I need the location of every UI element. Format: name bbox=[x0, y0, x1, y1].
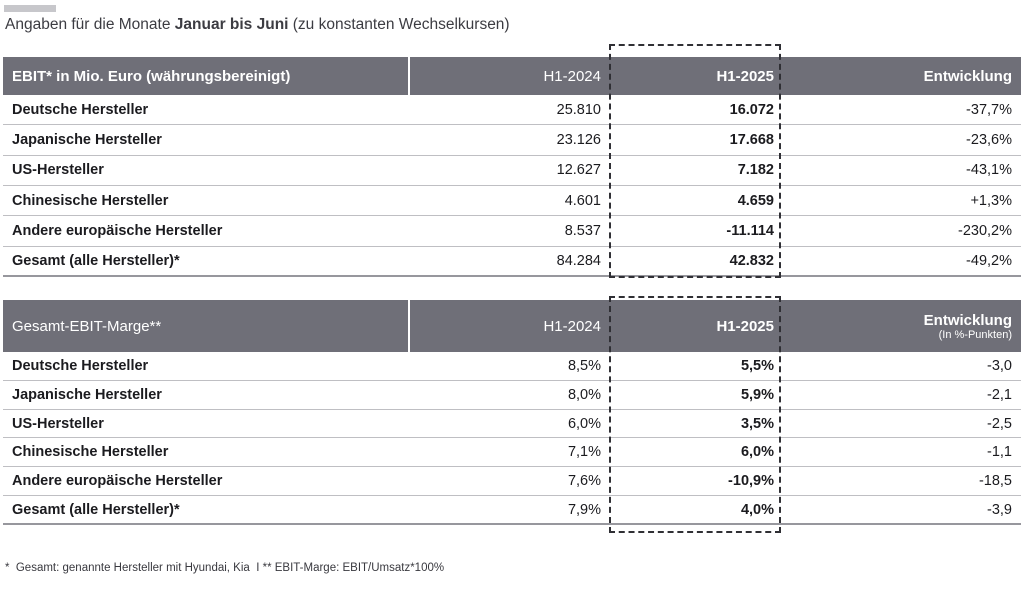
row-label: Deutsche Hersteller bbox=[12, 357, 149, 374]
value-h1-2025: -10,9% bbox=[728, 473, 774, 490]
decorative-bar bbox=[4, 5, 56, 12]
value-h1-2024: 8,0% bbox=[567, 386, 601, 403]
value-h1-2024: 6,0% bbox=[567, 415, 601, 432]
value-h1-2024: 7,6% bbox=[567, 473, 601, 490]
table-row: US-Hersteller 12.627 7.182 -43,1% bbox=[3, 156, 1021, 186]
value-h1-2024: 84.284 bbox=[556, 252, 601, 269]
column-header-h1-2025: H1-2025 bbox=[716, 317, 774, 335]
table-row: US-Hersteller 6,0% 3,5% -2,5 bbox=[3, 410, 1021, 439]
value-h1-2025: 5,5% bbox=[740, 357, 774, 374]
value-h1-2024: 8.537 bbox=[564, 222, 601, 239]
value-h1-2025: 16.072 bbox=[729, 101, 774, 118]
entwicklung-label: Entwicklung bbox=[923, 311, 1012, 329]
value-entwicklung: -37,7% bbox=[966, 101, 1012, 118]
value-entwicklung: -23,6% bbox=[966, 131, 1012, 148]
table-row: Andere europäische Hersteller 8.537 -11.… bbox=[3, 216, 1021, 247]
table-row: Japanische Hersteller 23.126 17.668 -23,… bbox=[3, 125, 1021, 156]
value-entwicklung: -2,1 bbox=[987, 386, 1012, 403]
ebit-marge-table: Gesamt-EBIT-Marge** H1-2024 H1-2025 Entw… bbox=[3, 300, 1021, 525]
table-row: Deutsche Hersteller 8,5% 5,5% -3,0 bbox=[3, 352, 1021, 381]
column-header-entwicklung: Entwicklung bbox=[923, 67, 1012, 85]
ebit-table-title-normal: (währungsbereinigt) bbox=[142, 67, 291, 85]
value-h1-2024: 23.126 bbox=[556, 131, 601, 148]
ebit-table-header: EBIT* in Mio. Euro (währungsbereinigt) H… bbox=[3, 57, 1021, 95]
table-row: Gesamt (alle Hersteller)* 7,9% 4,0% -3,9 bbox=[3, 496, 1021, 525]
ebit-table-title-bold: EBIT* in Mio. Euro bbox=[12, 67, 142, 85]
column-header-h1-2025: H1-2025 bbox=[716, 67, 774, 85]
title-bold-period: Januar bis Juni bbox=[174, 16, 289, 33]
row-label: Gesamt (alle Hersteller)* bbox=[12, 501, 180, 518]
ebit-marge-table-header: Gesamt-EBIT-Marge** H1-2024 H1-2025 Entw… bbox=[3, 300, 1021, 352]
title-suffix: (zu konstanten Wechselkursen) bbox=[288, 16, 510, 33]
footnote: * Gesamt: genannte Hersteller mit Hyunda… bbox=[5, 562, 445, 574]
table-row: Gesamt (alle Hersteller)* 84.284 42.832 … bbox=[3, 247, 1021, 277]
table-row: Chinesische Hersteller 7,1% 6,0% -1,1 bbox=[3, 438, 1021, 468]
value-h1-2024: 4.601 bbox=[564, 192, 601, 209]
value-h1-2025: 5,9% bbox=[740, 386, 774, 403]
value-entwicklung: -230,2% bbox=[957, 222, 1012, 239]
row-label: US-Hersteller bbox=[12, 162, 104, 179]
value-entwicklung: +1,3% bbox=[970, 192, 1012, 209]
value-h1-2025: 17.668 bbox=[729, 131, 774, 148]
page-title: Angaben für die Monate Januar bis Juni (… bbox=[5, 16, 510, 34]
ebit-marge-table-title: Gesamt-EBIT-Marge** bbox=[12, 317, 162, 335]
value-h1-2024: 7,9% bbox=[567, 501, 601, 518]
value-h1-2025: 7.182 bbox=[737, 162, 774, 179]
table-row: Japanische Hersteller 8,0% 5,9% -2,1 bbox=[3, 381, 1021, 410]
value-entwicklung: -3,0 bbox=[987, 357, 1012, 374]
value-h1-2024: 12.627 bbox=[556, 162, 601, 179]
row-label: Japanische Hersteller bbox=[12, 131, 162, 148]
table-row: Deutsche Hersteller 25.810 16.072 -37,7% bbox=[3, 95, 1021, 126]
value-h1-2024: 25.810 bbox=[556, 101, 601, 118]
ebit-table: EBIT* in Mio. Euro (währungsbereinigt) H… bbox=[3, 57, 1021, 277]
value-h1-2024: 8,5% bbox=[567, 357, 601, 374]
ebit-table-title: EBIT* in Mio. Euro (währungsbereinigt) bbox=[3, 68, 408, 85]
value-h1-2025: -11.114 bbox=[726, 222, 774, 239]
row-label: Chinesische Hersteller bbox=[12, 192, 169, 209]
column-header-h1-2024: H1-2024 bbox=[408, 57, 610, 95]
value-entwicklung: -43,1% bbox=[966, 162, 1012, 179]
row-label: Chinesische Hersteller bbox=[12, 444, 169, 461]
row-label: US-Hersteller bbox=[12, 415, 104, 432]
value-entwicklung: -3,9 bbox=[987, 501, 1012, 518]
column-header-entwicklung: Entwicklung (In %-Punkten) bbox=[783, 311, 1021, 342]
value-entwicklung: -2,5 bbox=[987, 415, 1012, 432]
row-label: Andere europäische Hersteller bbox=[12, 222, 223, 239]
table-row: Chinesische Hersteller 4.601 4.659 +1,3% bbox=[3, 186, 1021, 217]
table-row: Andere europäische Hersteller 7,6% -10,9… bbox=[3, 467, 1021, 497]
row-label: Japanische Hersteller bbox=[12, 386, 162, 403]
value-entwicklung: -1,1 bbox=[987, 444, 1012, 461]
row-label: Gesamt (alle Hersteller)* bbox=[12, 252, 180, 269]
title-prefix: Angaben für die Monate bbox=[5, 16, 175, 33]
row-label: Deutsche Hersteller bbox=[12, 101, 149, 118]
value-h1-2025: 42.832 bbox=[729, 252, 774, 269]
value-entwicklung: -18,5 bbox=[978, 473, 1012, 490]
value-h1-2025: 4,0% bbox=[740, 501, 774, 518]
value-h1-2025: 6,0% bbox=[740, 444, 774, 461]
column-header-h1-2024: H1-2024 bbox=[408, 300, 610, 352]
row-label: Andere europäische Hersteller bbox=[12, 473, 223, 490]
value-h1-2024: 7,1% bbox=[567, 444, 601, 461]
value-entwicklung: -49,2% bbox=[966, 252, 1012, 269]
entwicklung-sublabel: (In %-Punkten) bbox=[938, 329, 1012, 342]
value-h1-2025: 4.659 bbox=[737, 192, 774, 209]
value-h1-2025: 3,5% bbox=[740, 415, 774, 432]
